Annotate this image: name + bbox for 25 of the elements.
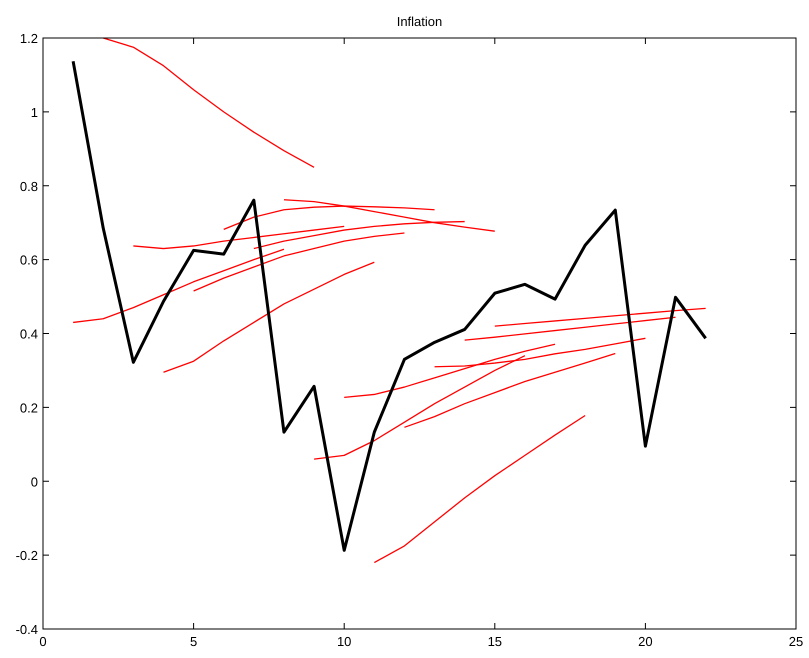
line-series (132, 226, 345, 250)
chart-title: Inflation (396, 14, 442, 29)
line-series (72, 60, 708, 552)
line-series (494, 308, 706, 327)
y-tick-label: 0.4 (20, 326, 38, 342)
y-tick-label: -0.2 (16, 548, 38, 564)
x-tick-label: 25 (788, 634, 804, 649)
x-tick-label: 5 (190, 634, 198, 649)
y-tick-label: 0 (30, 474, 38, 490)
line-series (162, 262, 375, 373)
y-tick-label: 0.6 (20, 252, 38, 268)
y-tick-label: 0.2 (20, 400, 38, 416)
line-series (102, 37, 315, 168)
x-tick-label: 20 (638, 634, 653, 649)
line-series (192, 232, 406, 292)
y-tick-label: 1.2 (20, 31, 38, 46)
x-tick-label: 10 (336, 634, 352, 649)
y-tick-label: 0.8 (20, 178, 38, 194)
y-tick-label: 1 (30, 104, 38, 120)
line-series (404, 352, 616, 428)
line-series (374, 414, 586, 564)
y-tick-label: -0.4 (16, 622, 38, 637)
x-tick-label: 15 (488, 634, 502, 649)
line-series (72, 248, 285, 324)
line-series (464, 316, 676, 341)
